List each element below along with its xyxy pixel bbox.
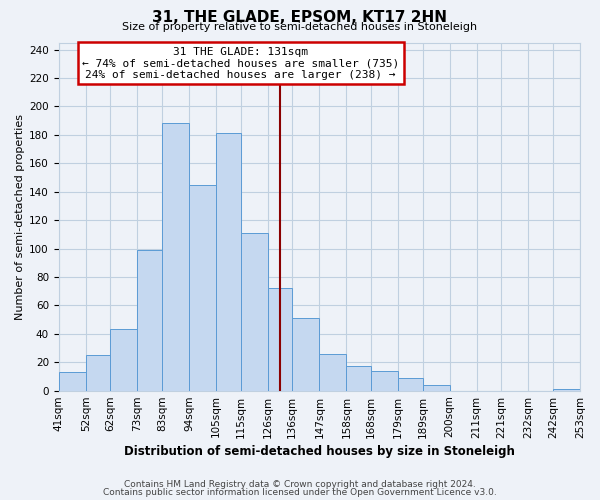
Bar xyxy=(422,385,449,390)
Bar xyxy=(216,134,241,390)
Bar xyxy=(268,288,292,390)
Bar xyxy=(371,370,398,390)
Y-axis label: Number of semi-detached properties: Number of semi-detached properties xyxy=(15,114,25,320)
Text: 31, THE GLADE, EPSOM, KT17 2HN: 31, THE GLADE, EPSOM, KT17 2HN xyxy=(152,10,448,25)
Bar xyxy=(59,372,86,390)
Bar xyxy=(110,330,137,390)
Bar xyxy=(319,354,346,391)
Bar xyxy=(86,355,110,390)
Bar xyxy=(162,124,189,390)
X-axis label: Distribution of semi-detached houses by size in Stoneleigh: Distribution of semi-detached houses by … xyxy=(124,444,515,458)
Bar xyxy=(137,250,162,390)
Bar xyxy=(553,389,580,390)
Text: 31 THE GLADE: 131sqm
← 74% of semi-detached houses are smaller (735)
24% of semi: 31 THE GLADE: 131sqm ← 74% of semi-detac… xyxy=(82,47,399,80)
Text: Contains public sector information licensed under the Open Government Licence v3: Contains public sector information licen… xyxy=(103,488,497,497)
Text: Contains HM Land Registry data © Crown copyright and database right 2024.: Contains HM Land Registry data © Crown c… xyxy=(124,480,476,489)
Bar xyxy=(346,366,371,390)
Bar xyxy=(189,184,216,390)
Bar xyxy=(292,318,319,390)
Bar xyxy=(241,233,268,390)
Text: Size of property relative to semi-detached houses in Stoneleigh: Size of property relative to semi-detach… xyxy=(122,22,478,32)
Bar xyxy=(398,378,422,390)
